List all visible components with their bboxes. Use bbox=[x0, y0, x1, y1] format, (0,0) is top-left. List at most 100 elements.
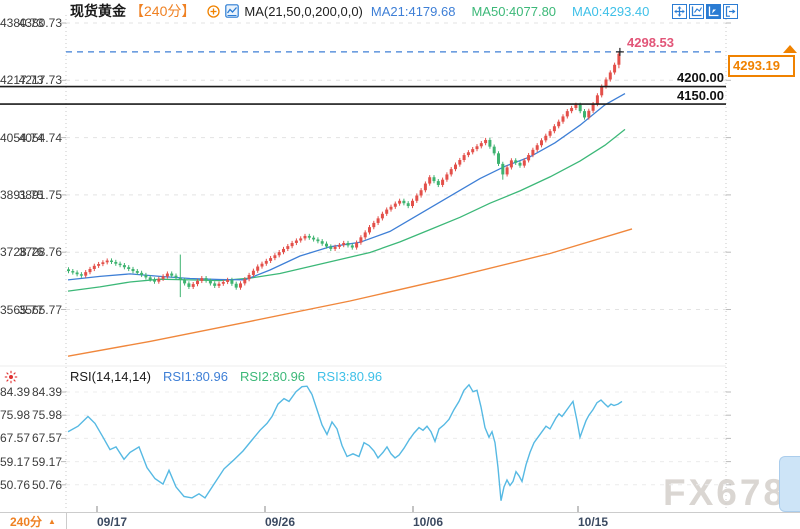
candle-body bbox=[488, 139, 492, 147]
rsi-axis-label: 50.76 bbox=[31, 477, 62, 492]
candle-body bbox=[406, 203, 410, 207]
candle-body bbox=[157, 278, 161, 282]
candle-body bbox=[363, 232, 367, 238]
date-label: 10/15 bbox=[578, 515, 609, 529]
indicator-settings-icon[interactable] bbox=[207, 4, 221, 18]
candle-body bbox=[522, 160, 526, 166]
rsi-settings-icon[interactable] bbox=[4, 370, 18, 384]
candle-body bbox=[325, 243, 328, 247]
rsi-axis-label: 75.98 bbox=[0, 408, 31, 423]
candle-body bbox=[587, 110, 591, 118]
candle-body bbox=[221, 281, 225, 284]
candle-body bbox=[320, 241, 324, 244]
price-axis-label: 4217.73 bbox=[18, 73, 62, 88]
candle-body bbox=[329, 246, 333, 249]
rsi3-value: RSI3:80.96 bbox=[317, 369, 383, 384]
candle-body bbox=[217, 283, 221, 286]
candle-body bbox=[544, 135, 548, 141]
candle-body bbox=[178, 277, 182, 280]
candle-body bbox=[561, 116, 565, 122]
candle-body bbox=[88, 268, 92, 273]
high-price-annotation: 4298.53 bbox=[627, 34, 674, 50]
exit-chart-icon[interactable] bbox=[723, 4, 738, 19]
candle-body bbox=[492, 146, 496, 154]
candle-body bbox=[608, 72, 612, 80]
candle-body bbox=[71, 271, 75, 273]
candle-body bbox=[380, 213, 384, 219]
candle-body bbox=[264, 260, 268, 264]
candle-body bbox=[600, 86, 604, 96]
rsi-axis-label: 67.57 bbox=[31, 431, 62, 446]
candle-body bbox=[213, 283, 217, 286]
last-price-badge: 4293.19 bbox=[728, 54, 795, 77]
rsi-axis-label: 84.39 bbox=[0, 385, 31, 399]
candle-body bbox=[449, 169, 453, 175]
candle-body bbox=[105, 260, 109, 263]
candle-body bbox=[282, 248, 285, 253]
candle-body bbox=[234, 283, 238, 288]
candle-body bbox=[548, 131, 552, 136]
candle-body bbox=[497, 153, 500, 164]
candle-body bbox=[346, 242, 350, 246]
candle-body bbox=[251, 270, 255, 275]
candle-body bbox=[441, 179, 445, 185]
candle-body bbox=[243, 279, 247, 284]
price-axis-label: 3891.75 bbox=[18, 187, 62, 202]
candle-body bbox=[445, 174, 449, 180]
candle-body bbox=[337, 245, 341, 247]
candle-body bbox=[613, 64, 617, 73]
candle-body bbox=[196, 280, 199, 285]
candle-body bbox=[333, 246, 337, 249]
candle-body bbox=[479, 143, 483, 147]
candle-body bbox=[535, 145, 539, 150]
candle-body bbox=[458, 160, 462, 165]
auto-scale-icon[interactable] bbox=[706, 4, 721, 19]
candle-body bbox=[389, 206, 393, 210]
candle-body bbox=[290, 242, 294, 247]
timeframe-button[interactable]: 240分 ▲ bbox=[0, 513, 67, 529]
watermark: FX678 bbox=[663, 472, 788, 513]
candle-body bbox=[415, 195, 419, 201]
chart-toolbar bbox=[672, 4, 738, 19]
candle-body bbox=[135, 271, 139, 273]
rsi-axis-label: 59.17 bbox=[31, 454, 62, 469]
price-level-label: 4200.00 bbox=[677, 70, 724, 86]
price-axis-label: 3891.75 bbox=[0, 187, 44, 202]
candle-body bbox=[191, 284, 195, 287]
candle-body bbox=[475, 146, 479, 150]
candle-body bbox=[552, 126, 556, 132]
price-axis-label: 4380.73 bbox=[18, 16, 62, 30]
candle-body bbox=[350, 245, 354, 248]
timeframe-label[interactable]: 【240分】 bbox=[130, 3, 196, 19]
candle-body bbox=[165, 273, 169, 277]
candle-body bbox=[183, 279, 187, 284]
ma0-value: MA0:4293.40 bbox=[572, 3, 650, 19]
candle-body bbox=[359, 237, 363, 243]
candle-body bbox=[436, 181, 440, 185]
candle-body bbox=[428, 177, 432, 184]
scale-axes-icon[interactable] bbox=[689, 4, 704, 19]
pan-crosshair-icon[interactable] bbox=[672, 4, 687, 19]
candle-body bbox=[514, 160, 518, 163]
candle-body bbox=[505, 167, 509, 175]
candle-body bbox=[140, 272, 144, 275]
candle-body bbox=[84, 272, 88, 276]
candle-body bbox=[312, 237, 316, 240]
candle-body bbox=[368, 227, 371, 233]
candle-body bbox=[591, 104, 595, 111]
candle-body bbox=[299, 238, 303, 241]
chart-style-icon[interactable] bbox=[225, 4, 240, 18]
candle-body bbox=[148, 277, 152, 280]
candle-body bbox=[531, 149, 535, 156]
price-axis-label: 4054.74 bbox=[18, 130, 62, 145]
side-panel-tab[interactable] bbox=[779, 456, 800, 512]
date-label: 09/26 bbox=[265, 515, 296, 529]
candle-body bbox=[393, 203, 397, 207]
candle-body bbox=[67, 269, 70, 272]
ma-line bbox=[67, 128, 626, 292]
candle-body bbox=[286, 246, 290, 249]
ma50-value: MA50:4077.80 bbox=[471, 3, 557, 19]
candle-body bbox=[376, 218, 380, 223]
candle-body bbox=[256, 266, 260, 271]
